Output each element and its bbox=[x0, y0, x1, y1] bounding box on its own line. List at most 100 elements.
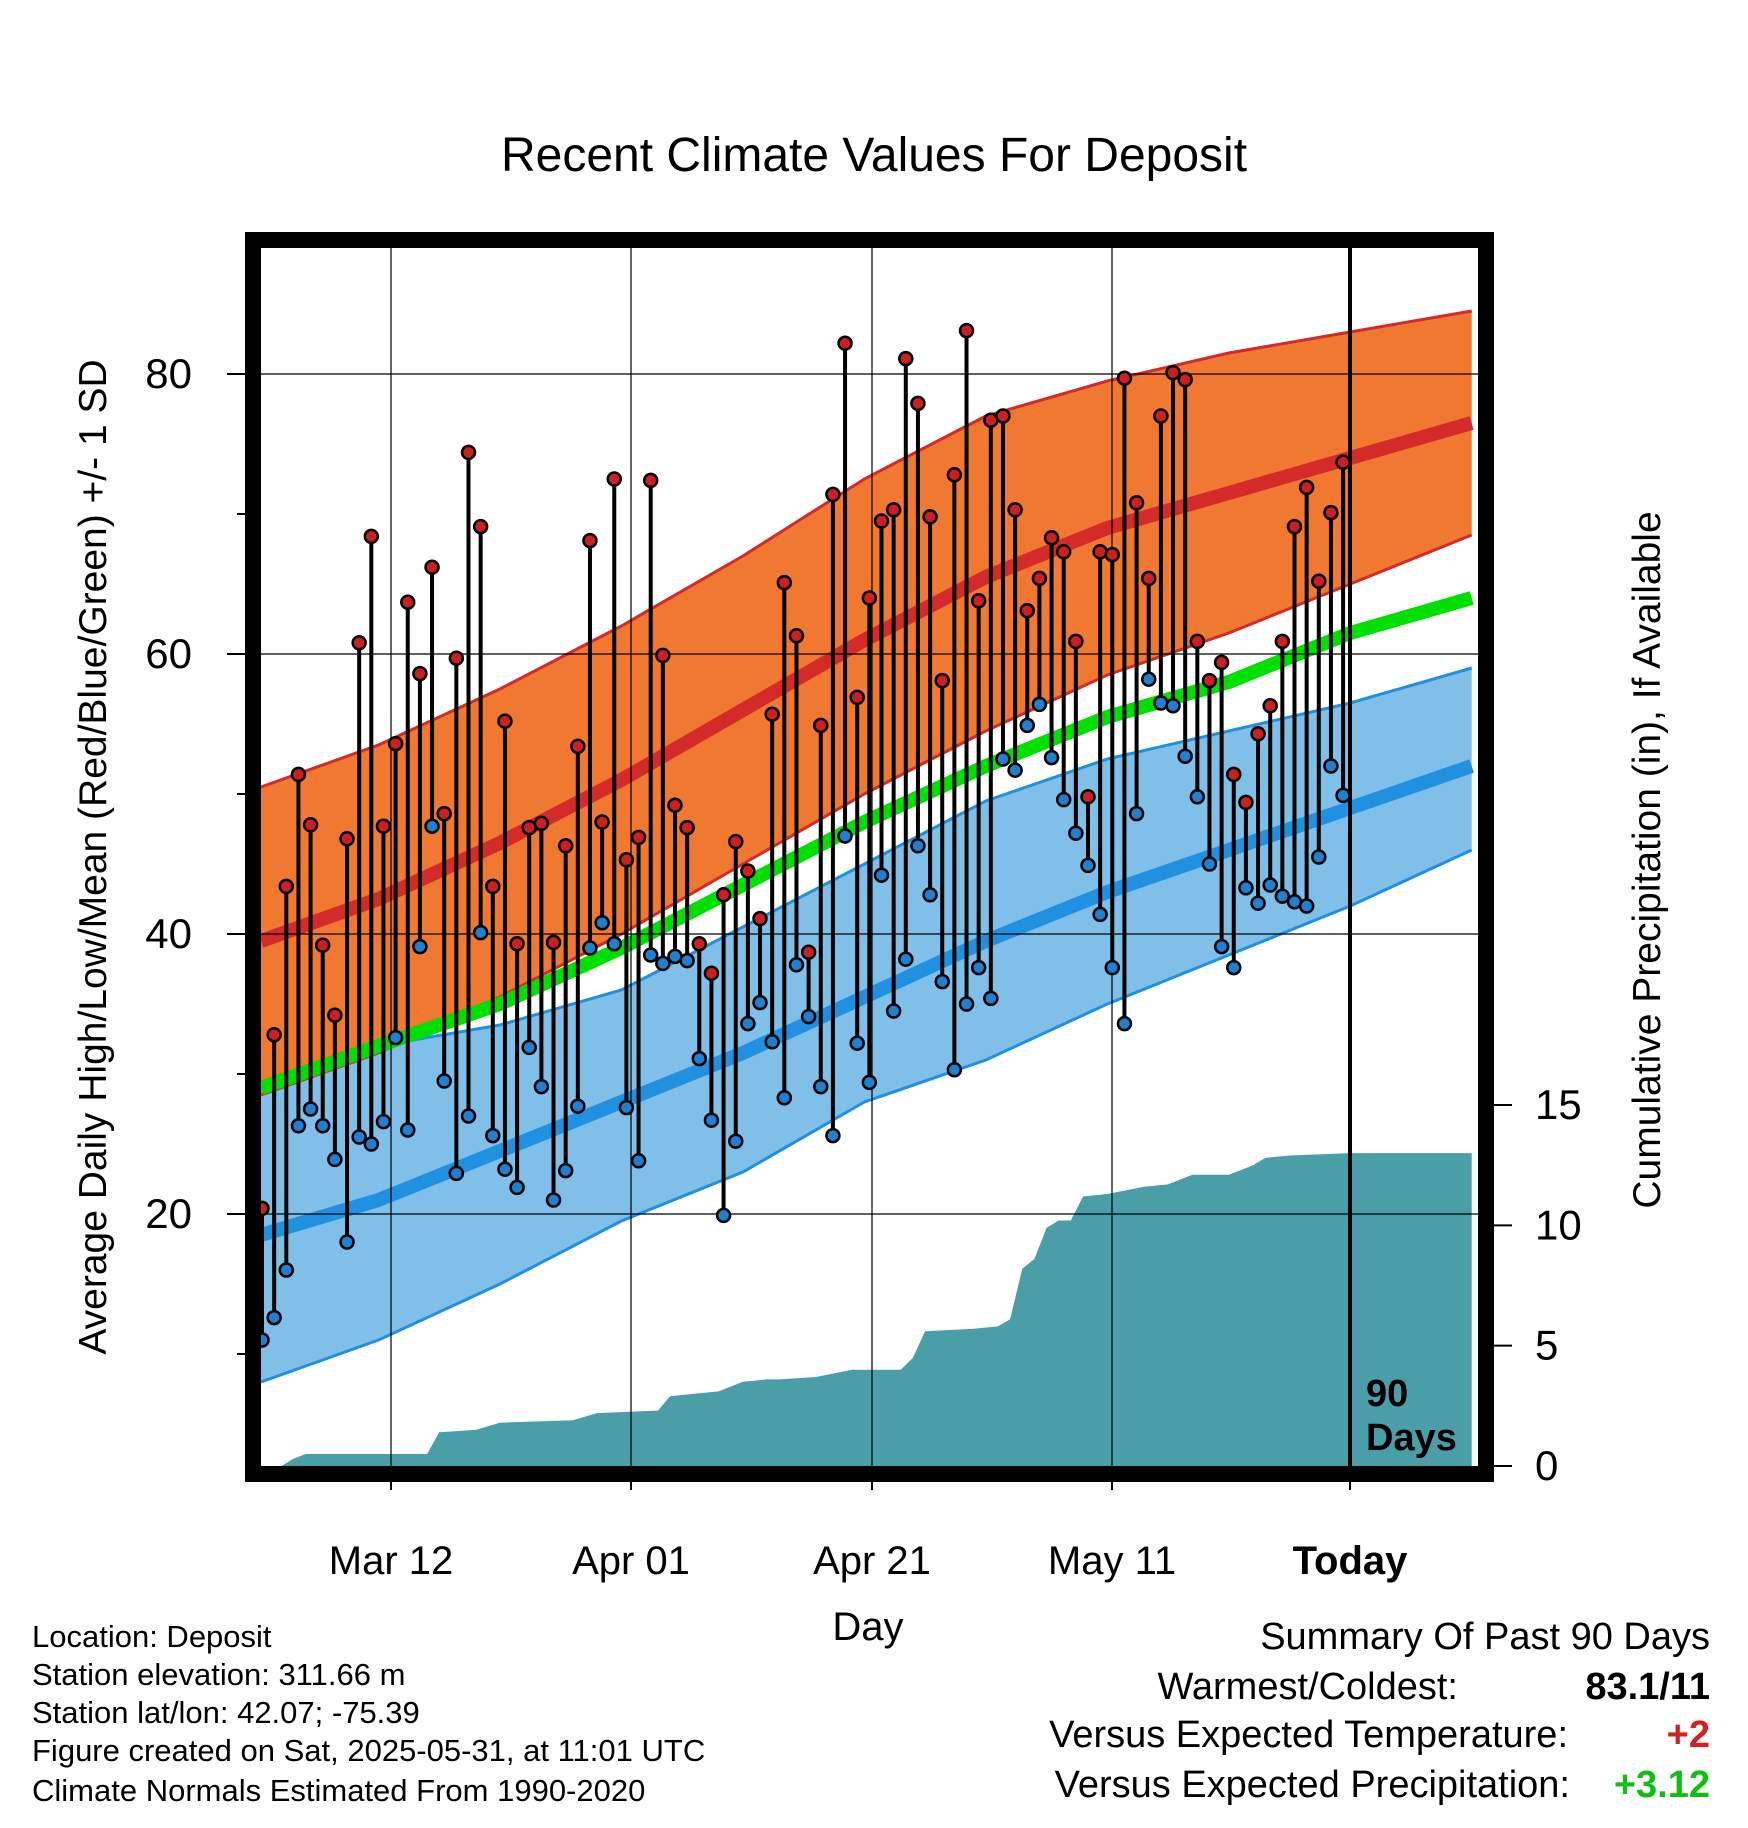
x-axis-label: Day bbox=[832, 1605, 903, 1649]
obs-high-point bbox=[691, 936, 708, 952]
obs-low-point bbox=[1092, 906, 1108, 923]
obs-high-point bbox=[910, 395, 926, 412]
low-lower-edge bbox=[260, 848, 1473, 1384]
obs-high-point bbox=[873, 513, 890, 529]
obs-low-point bbox=[557, 1162, 574, 1179]
obs-high-point bbox=[667, 797, 683, 813]
obs-low-point bbox=[630, 1153, 647, 1169]
low-sd-band bbox=[261, 668, 1472, 1382]
summary-heading: Summary Of Past 90 Days bbox=[1260, 1616, 1710, 1658]
obs-low-point bbox=[946, 1062, 963, 1078]
obs-high-point bbox=[837, 335, 853, 351]
obs-low-point bbox=[995, 751, 1011, 767]
obs-high-point bbox=[1104, 546, 1121, 563]
obs-low-point bbox=[679, 952, 695, 969]
obs-high-point bbox=[861, 590, 878, 606]
obs-low-point bbox=[983, 990, 999, 1007]
summary-precip-value: +3.12 bbox=[1613, 1764, 1710, 1806]
obs-high-point bbox=[885, 502, 902, 518]
obs-high-point bbox=[302, 817, 319, 833]
obs-high-point bbox=[351, 635, 367, 651]
obs-low-point bbox=[873, 867, 890, 883]
y-right-tick-label: 10 bbox=[1535, 1201, 1582, 1248]
obs-high-point bbox=[363, 528, 380, 545]
obs-high-point bbox=[849, 689, 865, 706]
obs-high-point bbox=[1116, 370, 1133, 386]
obs-low-point bbox=[533, 1078, 550, 1095]
obs-low-point bbox=[922, 887, 938, 903]
obs-low-point bbox=[703, 1112, 720, 1128]
plot-frame bbox=[245, 232, 1494, 1482]
obs-high-point bbox=[776, 574, 793, 591]
obs-high-point bbox=[424, 559, 440, 575]
obs-low-point bbox=[1262, 877, 1278, 893]
x-tick-label: May 11 bbox=[1048, 1539, 1176, 1583]
obs-high-point bbox=[1043, 530, 1060, 546]
obs-low-point bbox=[339, 1234, 355, 1250]
obs-low-point bbox=[327, 1151, 343, 1168]
axis-labels: Mar 12 Apr 01 Apr 21 May 11 Today 20 40 60 80 0 5 1… bbox=[72, 350, 1669, 1649]
y-left-tick-label: 60 bbox=[145, 630, 192, 677]
y-left-tick-label: 20 bbox=[145, 1190, 192, 1237]
obs-high-point bbox=[813, 717, 829, 734]
x-tick-label: Mar 12 bbox=[329, 1539, 454, 1583]
info-latlon: Station lat/lon: 42.07; -75.39 bbox=[32, 1695, 420, 1730]
obs-low-point bbox=[1311, 849, 1327, 865]
obs-low-point bbox=[1165, 698, 1181, 714]
obs-low-point bbox=[375, 1113, 392, 1130]
obs-low-point bbox=[1019, 717, 1036, 734]
obs-low-point bbox=[813, 1078, 829, 1095]
obs-low-point bbox=[1153, 695, 1169, 711]
obs-low-point bbox=[1007, 762, 1023, 778]
high-mean-line bbox=[258, 416, 1474, 948]
mean-line bbox=[258, 591, 1474, 1095]
y-left-axis-label: Average Daily High/Low/Mean (Red/Blue/Gr… bbox=[72, 359, 115, 1354]
obs-low-point bbox=[606, 936, 623, 952]
obs-high-point bbox=[946, 467, 963, 483]
obs-low-point bbox=[351, 1129, 367, 1145]
obs-high-point bbox=[1274, 633, 1291, 650]
obs-high-point bbox=[825, 486, 841, 503]
obs-low-point bbox=[788, 957, 805, 973]
obs-high-point bbox=[497, 713, 513, 729]
obs-low-point bbox=[764, 1034, 780, 1050]
obs-high-point bbox=[995, 408, 1011, 424]
precipitation-fill bbox=[261, 1153, 1472, 1466]
obs-low-point bbox=[958, 996, 975, 1012]
axes bbox=[227, 232, 1512, 1490]
chart-title: Recent Climate Values For Deposit bbox=[500, 129, 1248, 182]
y-right-axis-label: Cumulative Precipitation (in), If Availa… bbox=[1626, 511, 1669, 1208]
obs-low-point bbox=[314, 1118, 331, 1134]
obs-high-point bbox=[1055, 544, 1072, 560]
high-upper-edge bbox=[260, 309, 1472, 789]
obs-high-point bbox=[1128, 495, 1145, 511]
obs-low-point bbox=[752, 994, 768, 1011]
obs-low-point bbox=[1068, 825, 1084, 841]
obs-low-point bbox=[910, 838, 926, 854]
obs-low-point bbox=[497, 1161, 513, 1177]
obs-low-point bbox=[424, 818, 440, 834]
info-elevation: Station elevation: 311.66 m bbox=[32, 1657, 406, 1692]
y-left-tick-label: 80 bbox=[145, 350, 192, 397]
obs-high-point bbox=[545, 934, 562, 951]
obs-high-point bbox=[1068, 633, 1084, 650]
obs-low-point bbox=[898, 951, 914, 967]
obs-high-point bbox=[314, 937, 331, 953]
obs-low-point bbox=[800, 1008, 817, 1025]
obs-high-point bbox=[1250, 726, 1266, 742]
obs-high-point bbox=[1177, 371, 1193, 388]
obs-high-point bbox=[618, 852, 635, 868]
obs-high-point bbox=[1262, 698, 1278, 714]
obs-high-point bbox=[1323, 504, 1339, 521]
obs-high-point bbox=[570, 738, 586, 755]
obs-low-point bbox=[509, 1179, 525, 1196]
obs-low-point bbox=[472, 924, 489, 941]
obs-low-point bbox=[970, 959, 987, 976]
obs-low-point bbox=[460, 1108, 477, 1124]
obs-low-point bbox=[485, 1127, 501, 1144]
obs-low-point bbox=[594, 915, 610, 931]
obs-low-point bbox=[1080, 857, 1096, 874]
obs-high-point bbox=[703, 965, 720, 981]
obs-low-point bbox=[642, 947, 659, 963]
obs-high-point bbox=[1213, 654, 1230, 671]
